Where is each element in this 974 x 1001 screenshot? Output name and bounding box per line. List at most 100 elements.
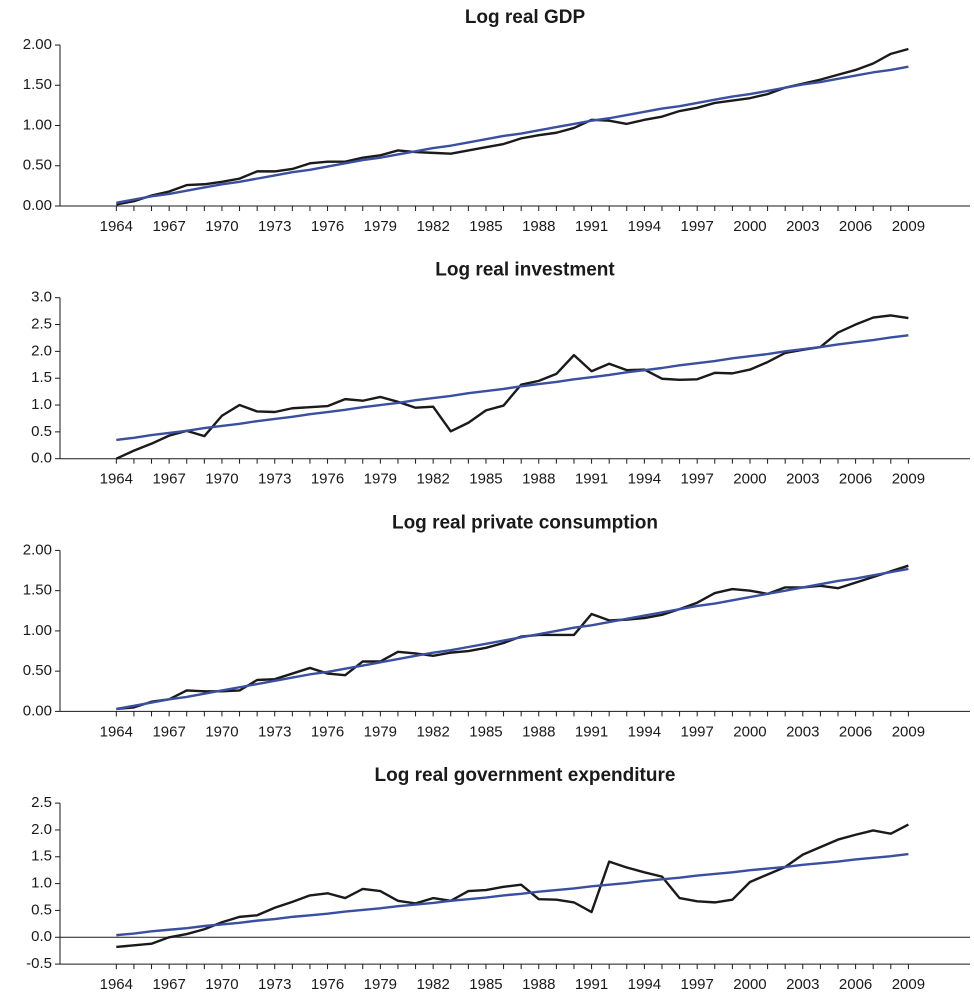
x-tick-label: 2006: [839, 471, 872, 488]
x-tick-label: 1973: [258, 471, 291, 488]
y-tick-label: 1.00: [23, 622, 52, 639]
y-tick-label: 0.50: [23, 157, 52, 174]
y-tick-label: 0.5: [31, 423, 52, 440]
x-tick-label: 1991: [575, 723, 608, 740]
series-line: [116, 823, 909, 949]
series-line: [116, 567, 909, 711]
y-tick-label: 0.00: [23, 702, 52, 719]
x-tick-label: 1979: [364, 723, 397, 740]
x-tick-label: 2003: [786, 218, 819, 235]
y-tick-label: 1.50: [23, 76, 52, 93]
x-tick-label: 1988: [522, 471, 555, 488]
chart-title: Log real GDP: [465, 7, 586, 28]
x-tick-label: 1988: [522, 723, 555, 740]
y-tick-label: 2.5: [31, 794, 52, 811]
x-tick-label: 2006: [839, 218, 872, 235]
series-line: [116, 334, 909, 442]
x-tick-label: 1970: [205, 723, 238, 740]
series-line: [116, 852, 909, 937]
chart-title: Log real private consumption: [392, 512, 658, 533]
y-tick-label: 1.0: [31, 396, 52, 413]
y-tick-label: 0.5: [31, 901, 52, 918]
x-tick-label: 1970: [205, 976, 238, 993]
chart-title: Log real government expenditure: [375, 765, 676, 786]
x-tick-label: 1994: [628, 723, 661, 740]
x-tick-label: 1976: [311, 218, 344, 235]
y-tick-label: 0.00: [23, 197, 52, 214]
y-tick-label: 2.00: [23, 36, 52, 53]
x-tick-label: 1964: [100, 218, 133, 235]
x-tick-label: 2003: [786, 723, 819, 740]
chart-title: Log real investment: [435, 260, 615, 281]
x-tick-label: 2000: [733, 723, 766, 740]
x-tick-label: 1997: [680, 723, 713, 740]
x-tick-label: 2009: [892, 471, 925, 488]
x-tick-label: 1979: [364, 218, 397, 235]
y-tick-label: 3.0: [31, 289, 52, 306]
x-tick-label: 1979: [364, 471, 397, 488]
series-line: [116, 47, 909, 206]
x-tick-label: 2006: [839, 723, 872, 740]
x-tick-label: 1976: [311, 976, 344, 993]
x-tick-label: 1997: [680, 471, 713, 488]
x-tick-label: 1991: [575, 976, 608, 993]
y-tick-label: 1.50: [23, 582, 52, 599]
x-tick-label: 1970: [205, 471, 238, 488]
x-tick-label: 1988: [522, 218, 555, 235]
y-tick-label: 1.0: [31, 875, 52, 892]
y-tick-label: 1.5: [31, 369, 52, 386]
x-tick-label: 2000: [733, 976, 766, 993]
x-tick-label: 2009: [892, 976, 925, 993]
x-tick-label: 1979: [364, 976, 397, 993]
x-tick-label: 1982: [416, 218, 449, 235]
x-tick-label: 1973: [258, 723, 291, 740]
x-tick-label: 1973: [258, 976, 291, 993]
x-tick-label: 1973: [258, 218, 291, 235]
x-tick-label: 1970: [205, 218, 238, 235]
x-tick-label: 2003: [786, 976, 819, 993]
x-tick-label: 2009: [892, 218, 925, 235]
series-line: [115, 314, 909, 460]
x-tick-label: 1991: [575, 471, 608, 488]
x-tick-label: 1964: [100, 723, 133, 740]
y-tick-label: 1.00: [23, 116, 52, 133]
x-tick-label: 1967: [152, 218, 185, 235]
x-tick-label: 1985: [469, 723, 502, 740]
x-tick-label: 1976: [311, 471, 344, 488]
x-tick-label: 2003: [786, 471, 819, 488]
y-tick-label: -0.5: [26, 955, 52, 972]
y-tick-label: 2.0: [31, 821, 52, 838]
x-tick-label: 1967: [152, 471, 185, 488]
x-tick-label: 1967: [152, 976, 185, 993]
x-tick-label: 1997: [680, 218, 713, 235]
x-tick-label: 1967: [152, 723, 185, 740]
x-tick-label: 1985: [469, 976, 502, 993]
y-tick-label: 0.0: [31, 450, 52, 467]
x-tick-label: 1994: [628, 976, 661, 993]
x-tick-label: 1994: [628, 218, 661, 235]
y-tick-label: 0.0: [31, 928, 52, 945]
x-tick-label: 2000: [733, 471, 766, 488]
x-tick-label: 2009: [892, 723, 925, 740]
x-tick-label: 1964: [100, 976, 133, 993]
y-tick-label: 2.0: [31, 342, 52, 359]
x-tick-label: 1988: [522, 976, 555, 993]
x-tick-label: 1994: [628, 471, 661, 488]
x-tick-label: 2006: [839, 976, 872, 993]
y-tick-label: 2.00: [23, 541, 52, 558]
x-tick-label: 1976: [311, 723, 344, 740]
x-tick-label: 1982: [416, 471, 449, 488]
y-tick-label: 2.5: [31, 316, 52, 333]
series-line: [116, 65, 909, 204]
x-tick-label: 1985: [469, 471, 502, 488]
x-tick-label: 1991: [575, 218, 608, 235]
x-tick-label: 2000: [733, 218, 766, 235]
y-tick-label: 1.5: [31, 848, 52, 865]
x-tick-label: 1985: [469, 218, 502, 235]
x-tick-label: 1982: [416, 976, 449, 993]
y-tick-label: 0.50: [23, 662, 52, 679]
x-tick-label: 1982: [416, 723, 449, 740]
x-tick-label: 1964: [100, 471, 133, 488]
x-tick-label: 1997: [680, 976, 713, 993]
